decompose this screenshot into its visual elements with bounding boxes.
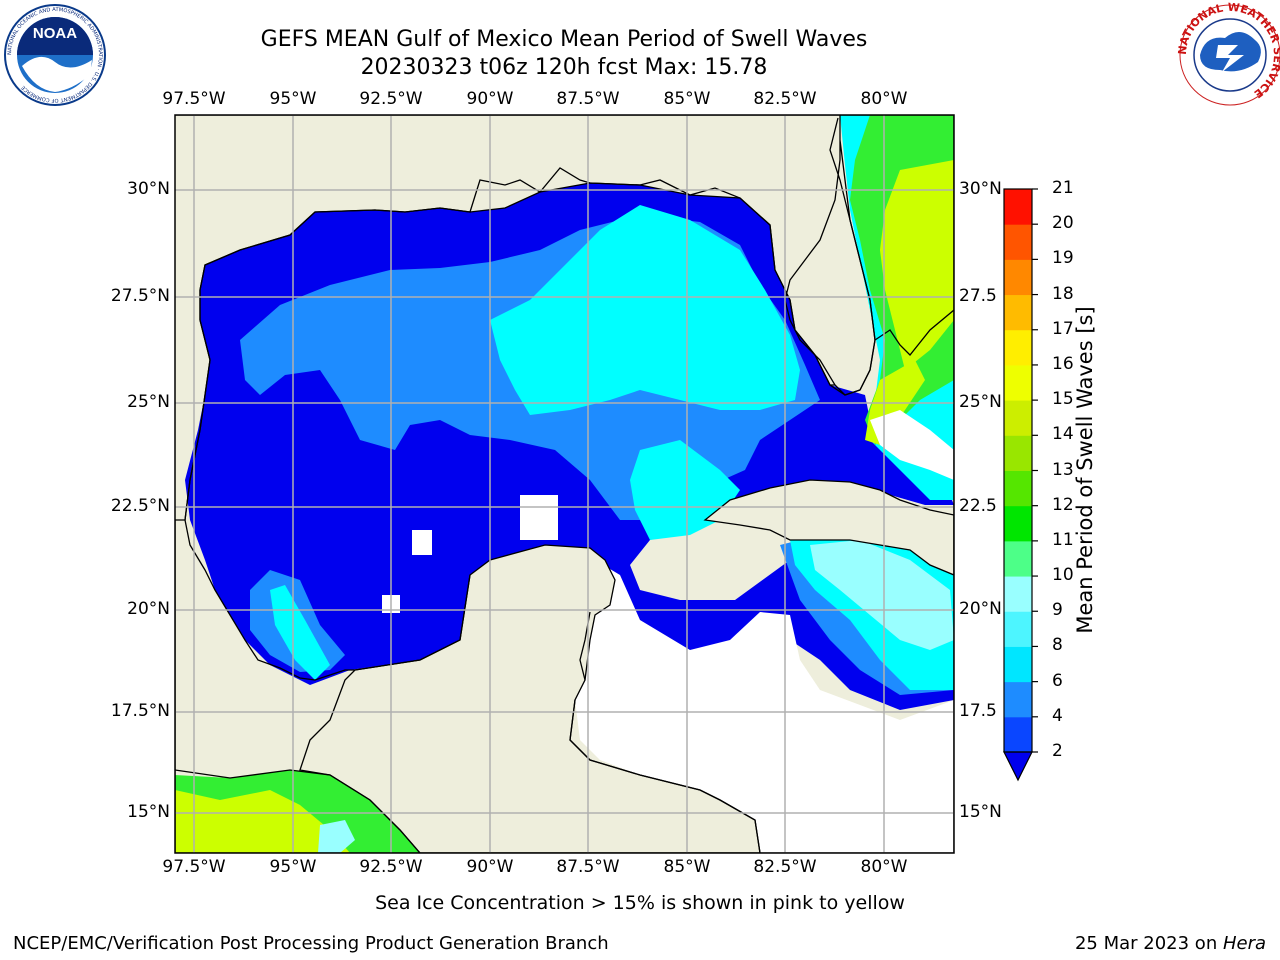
map-area (175, 115, 954, 853)
colorbar-under-triangle (1003, 751, 1033, 782)
lat-label-left: 22.5°N (110, 496, 170, 516)
lat-label-right: 25°N (959, 392, 1002, 412)
colorbar-segment (1004, 505, 1032, 542)
colorbar-tick-label: 12 (1052, 494, 1074, 515)
lon-label-bottom: 85°W (663, 857, 711, 877)
chart-title: GEFS MEAN Gulf of Mexico Mean Period of … (260, 27, 868, 52)
coastline-central-america (569, 699, 761, 853)
atlantic-yellow-green (880, 160, 954, 370)
colorbar-segment (1004, 435, 1032, 471)
colorbar-label: Mean Period of Swell Waves [s] (1073, 306, 1097, 634)
lon-label-bottom: 90°W (466, 857, 514, 877)
lon-label-top: 85°W (663, 89, 711, 109)
colorbar-tick-label: 11 (1052, 529, 1074, 550)
lat-label-right: 22.5 (959, 496, 997, 516)
colorbar-tick-label: 4 (1052, 705, 1063, 726)
colorbar-segment (1004, 646, 1032, 683)
pacific-yellow-green (175, 790, 350, 853)
sea-ice-note: Sea Ice Concentration > 15% is shown in … (375, 892, 905, 914)
colorbar-segment (1004, 329, 1032, 366)
colorbar-tick-label: 14 (1052, 424, 1074, 445)
colorbar-tick-label: 20 (1052, 213, 1074, 234)
colorbar-tick-label: 10 (1052, 565, 1074, 586)
credit-left: NCEP/EMC/Verification Post Processing Pr… (13, 933, 609, 954)
colorbar-tick-label: 16 (1052, 353, 1074, 374)
lat-label-right: 27.5 (959, 286, 997, 306)
gulf-light-cyan (810, 540, 954, 650)
coastline-gulf-west (184, 519, 471, 681)
colorbar-segment (1004, 364, 1032, 401)
cuba-land (703, 479, 954, 576)
colorbar-segment (1004, 611, 1032, 647)
lat-label-left: 20°N (127, 599, 170, 619)
lon-label-top: 80°W (860, 89, 908, 109)
colorbar-segment (1004, 540, 1032, 577)
lon-label-bottom: 82.5°W (753, 857, 817, 877)
caribbean-white (575, 560, 954, 853)
colorbar-tick-label: 9 (1052, 600, 1063, 621)
colorbar-segment (1004, 400, 1032, 436)
colorbar-tick-label: 21 (1052, 178, 1074, 198)
nws-logo: NATIONAL WEATHER SERVICE (1176, 1, 1280, 106)
lon-label-bottom: 87.5°W (556, 857, 620, 877)
lon-label-top: 90°W (466, 89, 514, 109)
colorbar-tick-label: 18 (1052, 283, 1074, 304)
colorbar-segment (1004, 189, 1032, 225)
coastline-florida-east (874, 309, 954, 356)
lat-label-right: 30°N (959, 179, 1002, 199)
colorbar-tick-label: 6 (1052, 670, 1063, 691)
lat-label-left: 27.5°N (110, 286, 170, 306)
noaa-logo: NOAA NATIONAL OCEANIC AND ATMOSPHERIC AD… (4, 4, 106, 106)
colorbar-segment (1004, 576, 1032, 612)
noaa-logo-text: NOAA (33, 25, 77, 42)
credit-date: 25 Mar 2023 on (1074, 933, 1223, 954)
lon-label-bottom: 95°W (269, 857, 317, 877)
lat-label-right: 17.5 (959, 701, 997, 721)
colorbar-tick-label: 8 (1052, 635, 1063, 656)
colorbar (1003, 188, 1038, 782)
colorbar-segment (1004, 294, 1032, 331)
colorbar-segment (1004, 716, 1032, 753)
chart-subtitle: 20230323 t06z 120h fcst Max: 15.78 (360, 55, 768, 80)
gridlines (175, 115, 954, 853)
lon-label-top: 87.5°W (556, 89, 620, 109)
gulf-white-spot (520, 495, 558, 540)
lat-label-left: 17.5°N (110, 701, 170, 721)
credit-right: 25 Mar 2023 on Hera (1075, 933, 1266, 954)
colorbar-tick-label: 19 (1052, 248, 1074, 269)
lon-label-bottom: 80°W (860, 857, 908, 877)
coastline-pacific (175, 769, 421, 853)
colorbar-tick-label: 15 (1052, 389, 1074, 410)
credit-host: Hera (1222, 933, 1266, 954)
lon-label-bottom: 92.5°W (359, 857, 423, 877)
lon-label-top: 82.5°W (753, 89, 817, 109)
colorbar-tick-label: 13 (1052, 459, 1074, 480)
colorbar-segment (1004, 470, 1032, 507)
bahamas-white (870, 410, 954, 480)
colorbar-segment (1004, 224, 1032, 260)
lon-label-top: 95°W (269, 89, 317, 109)
lon-label-top: 92.5°W (359, 89, 423, 109)
lon-label-top: 97.5°W (162, 89, 226, 109)
gulf-cyan-sw (270, 585, 330, 680)
lat-label-right: 20°N (959, 599, 1002, 619)
colorbar-tick-label: 2 (1052, 741, 1063, 761)
lon-label-bottom: 97.5°W (162, 857, 226, 877)
pacific-cyan (318, 820, 355, 853)
coastline-gulf-north (184, 117, 876, 521)
gulf-cyan-core (490, 205, 800, 415)
map-frame (174, 114, 955, 854)
lat-label-left: 30°N (127, 179, 170, 199)
gulf-white-spot (412, 530, 432, 555)
colorbar-tick-label: 17 (1052, 318, 1074, 339)
lat-label-left: 25°N (127, 392, 170, 412)
lat-label-left: 15°N (127, 802, 170, 822)
lat-label-right: 15°N (959, 802, 1002, 822)
colorbar-segment (1004, 259, 1032, 296)
colorbar-segment (1004, 681, 1032, 718)
